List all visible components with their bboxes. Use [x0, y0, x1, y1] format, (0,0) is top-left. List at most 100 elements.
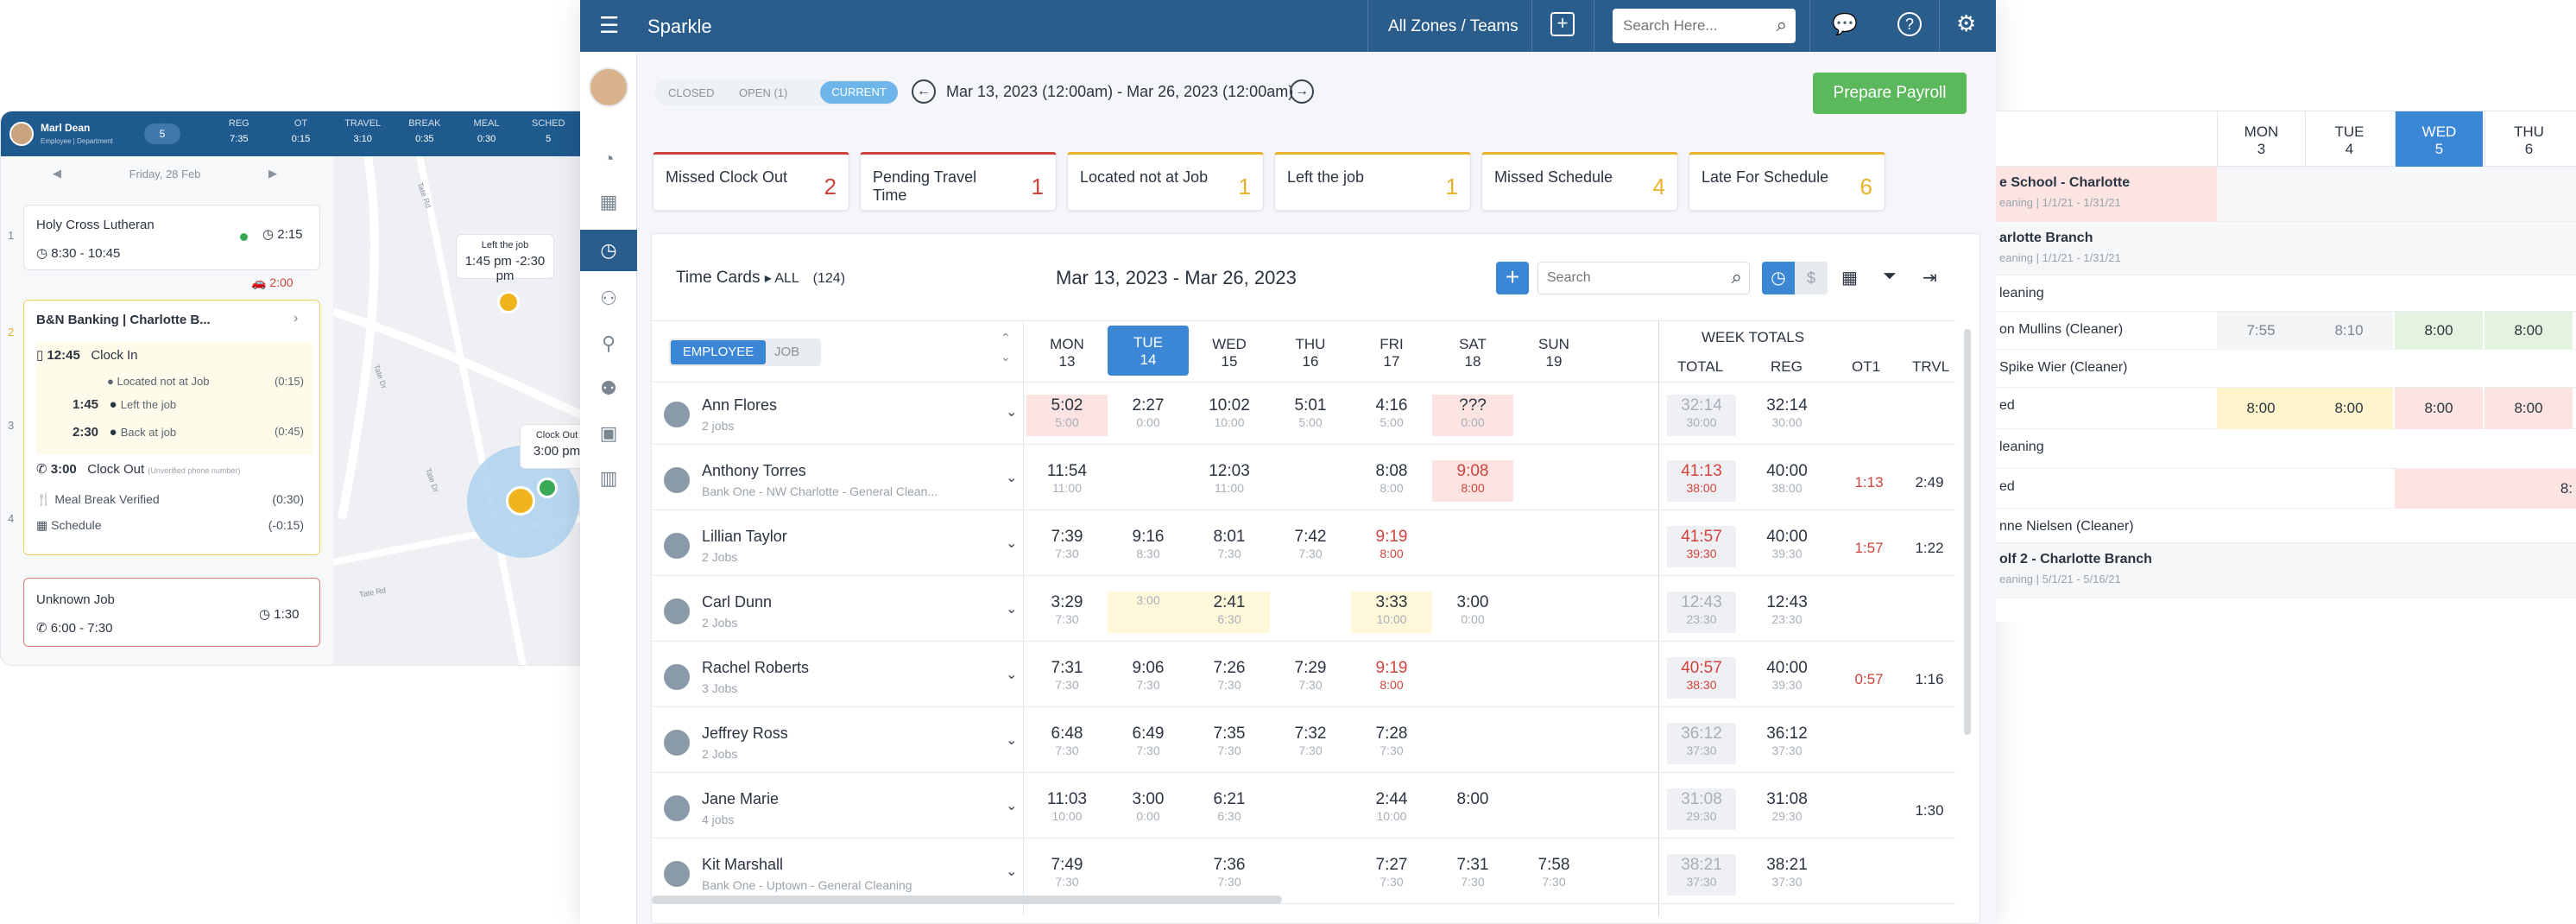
chevron-down-icon[interactable]: ⌄	[1006, 668, 1018, 682]
day-cell[interactable]: 2:27 0:00	[1132, 396, 1165, 429]
alert-missed-schedule[interactable]: Missed Schedule 4	[1481, 152, 1678, 211]
schedule-row[interactable]: on Mullins (Cleaner) 7:55 8:10 8:00 8:00	[1996, 312, 2576, 350]
day-cell[interactable]	[1270, 592, 1351, 633]
day-header[interactable]: SUN 19	[1538, 336, 1569, 370]
schedule-row[interactable]: ed 8:00 8:00 8:00 8:00	[1996, 388, 2576, 429]
day-cell[interactable]: 9:06 7:30	[1132, 659, 1165, 692]
day-cell[interactable]: 11:03 10:00	[1046, 790, 1088, 823]
day-cell[interactable]	[1108, 460, 1189, 502]
day-cell[interactable]: 7:26 7:30	[1213, 659, 1246, 692]
table-row[interactable]: Jeffrey Ross 2 Jobs ⌄ 6:48 7:30 6:49 7:3…	[652, 711, 1955, 773]
day-header[interactable]: MON 13	[1050, 336, 1084, 370]
schedule-row[interactable]: olf 2 - Charlotte Branch eaning | 5/1/21…	[1996, 543, 2576, 598]
schedule-cell[interactable]: 8:00	[2217, 388, 2305, 429]
map-pin-green[interactable]	[537, 478, 558, 498]
day-header[interactable]: WED 15	[1212, 336, 1247, 370]
prepare-payroll-button[interactable]: Prepare Payroll	[1813, 73, 1967, 114]
day-cell[interactable]: 6:48 7:30	[1051, 725, 1083, 757]
add-icon[interactable]: +	[1550, 12, 1575, 36]
day-cell[interactable]: 9:19 8:00	[1375, 659, 1408, 692]
day-cell[interactable]	[1270, 460, 1351, 502]
day-cell[interactable]: ??? 0:00	[1432, 395, 1513, 436]
group-icon[interactable]: ⚇	[600, 288, 617, 309]
clock-icon[interactable]: ◷	[580, 230, 637, 271]
day-cell[interactable]: 3:29 7:30	[1051, 593, 1083, 626]
day-header[interactable]: TUE 14	[1108, 326, 1189, 376]
day-cell[interactable]: 7:29 7:30	[1294, 659, 1327, 692]
tc-search-box[interactable]: ⌕	[1537, 262, 1750, 294]
day-cell[interactable]: 4:16 5:00	[1375, 396, 1408, 429]
avatar[interactable]	[589, 67, 628, 107]
day-cell[interactable]: 2:41 6:30	[1189, 592, 1270, 633]
status-badge[interactable]: 5	[144, 123, 180, 144]
schedule-row[interactable]: nne Nielsen (Cleaner)	[1996, 509, 2576, 543]
next-day-icon[interactable]: ▶	[268, 167, 277, 180]
table-row[interactable]: Lillian Taylor 2 Jobs ⌄ 7:39 7:30 9:16 8…	[652, 514, 1955, 576]
schedule-day-header[interactable]: WED 5	[2395, 111, 2483, 167]
day-cell[interactable]: 3:00 0:00	[1456, 593, 1489, 626]
day-cell[interactable]: 7:42 7:30	[1294, 528, 1327, 560]
map[interactable]: Tate Rd Tate Dr Tate Dr Tate Rd Left the…	[333, 156, 581, 665]
day-cell[interactable]: 11:54 11:00	[1046, 462, 1088, 495]
prev-day-icon[interactable]: ◀	[53, 167, 61, 180]
chevron-down-icon[interactable]: ⌄	[1006, 536, 1018, 551]
search-box[interactable]: ⌕	[1613, 9, 1796, 43]
schedule-row[interactable]: arlotte Branch eaning | 1/1/21 - 1/31/21	[1996, 222, 2576, 275]
day-header[interactable]: SAT 18	[1459, 336, 1487, 370]
menu-icon[interactable]: ☰	[599, 12, 620, 38]
team-icon[interactable]: ⚉	[600, 377, 617, 399]
day-cell[interactable]	[1513, 395, 1594, 436]
filter-icon[interactable]: ⏷	[1883, 267, 1897, 286]
calendar-icon[interactable]: ▦	[599, 191, 618, 212]
table-row[interactable]: Kit Marshall Bank One - Uptown - General…	[652, 842, 1955, 904]
period-closed[interactable]: CLOSED	[668, 86, 715, 99]
day-cell[interactable]: 9:08 8:00	[1432, 460, 1513, 502]
table-row[interactable]: Rachel Roberts 3 Jobs ⌄ 7:31 7:30 9:06 7…	[652, 645, 1955, 707]
day-cell[interactable]: 8:01 7:30	[1213, 528, 1246, 560]
job-card-1[interactable]: Holy Cross Lutheran ◷ 8:30 - 10:45 ◷ 2:1…	[23, 205, 320, 270]
tc-search-input[interactable]	[1547, 270, 1711, 286]
export-icon[interactable]: ⇥	[1923, 269, 1937, 288]
day-cell[interactable]: 6:21 6:30	[1213, 790, 1246, 823]
sort-icon[interactable]: ⌃ ⌄	[1001, 331, 1011, 364]
day-cell[interactable]: 9:16 8:30	[1132, 528, 1165, 560]
day-cell[interactable]: 2:44 10:00	[1375, 790, 1408, 823]
day-cell[interactable]: 8:00	[1456, 790, 1489, 808]
day-cell[interactable]	[1513, 657, 1594, 699]
day-cell[interactable]: 3:00	[1108, 592, 1189, 633]
day-cell[interactable]	[1513, 592, 1594, 633]
table-row[interactable]: Carl Dunn 2 Jobs ⌄ 3:29 7:30 3:00 2:41 6…	[652, 579, 1955, 642]
toggle-employee[interactable]: EMPLOYEE	[671, 340, 766, 364]
day-cell[interactable]: 9:19 8:00	[1375, 528, 1408, 560]
chat-icon[interactable]: 💬	[1832, 13, 1858, 36]
chevron-down-icon[interactable]: ⌄	[1006, 733, 1018, 748]
schedule-cell[interactable]: 8:00	[2484, 312, 2573, 350]
schedule-day-header[interactable]: TUE 4	[2305, 111, 2393, 167]
job-card-3[interactable]: Unknown Job ✆ 6:00 - 7:30 ◷ 1:30	[23, 578, 320, 647]
day-cell[interactable]	[1270, 788, 1351, 830]
next-range-icon[interactable]: →	[1290, 79, 1314, 104]
map-pin-yellow[interactable]	[497, 291, 520, 313]
schedule-cell[interactable]: 8:00	[2395, 312, 2483, 350]
vertical-scrollbar[interactable]	[1964, 329, 1971, 735]
schedule-cell[interactable]: 8:00	[2395, 388, 2483, 429]
period-current[interactable]: CURRENT	[820, 81, 898, 104]
alert-late-for-schedule[interactable]: Late For Schedule 6	[1689, 152, 1885, 211]
period-open[interactable]: OPEN (1)	[739, 86, 788, 99]
chevron-down-icon[interactable]: ⌄	[1006, 602, 1018, 617]
day-cell[interactable]: 3:33 10:00	[1351, 592, 1432, 633]
schedule-day-header[interactable]: THU 6	[2484, 111, 2573, 167]
alert-located-not-at-job[interactable]: Located not at Job 1	[1067, 152, 1264, 211]
alert-missed-clock-out[interactable]: Missed Clock Out 2	[653, 152, 849, 211]
day-cell[interactable]: 7:31 7:30	[1456, 856, 1489, 889]
day-cell[interactable]	[1513, 526, 1594, 567]
day-cell[interactable]: 7:36 7:30	[1213, 856, 1246, 889]
day-cell[interactable]	[1108, 854, 1189, 896]
day-cell[interactable]	[1513, 723, 1594, 764]
table-row[interactable]: Anthony Torres Bank One - NW Charlotte -…	[652, 448, 1955, 510]
schedule-row[interactable]: ed 8:	[1996, 469, 2576, 509]
search-icon[interactable]: ⌕	[1776, 14, 1787, 35]
search-icon[interactable]: ⌕	[1731, 266, 1742, 288]
chevron-down-icon[interactable]: ⌄	[1006, 799, 1018, 813]
chevron-down-icon[interactable]: ⌄	[1006, 405, 1018, 420]
